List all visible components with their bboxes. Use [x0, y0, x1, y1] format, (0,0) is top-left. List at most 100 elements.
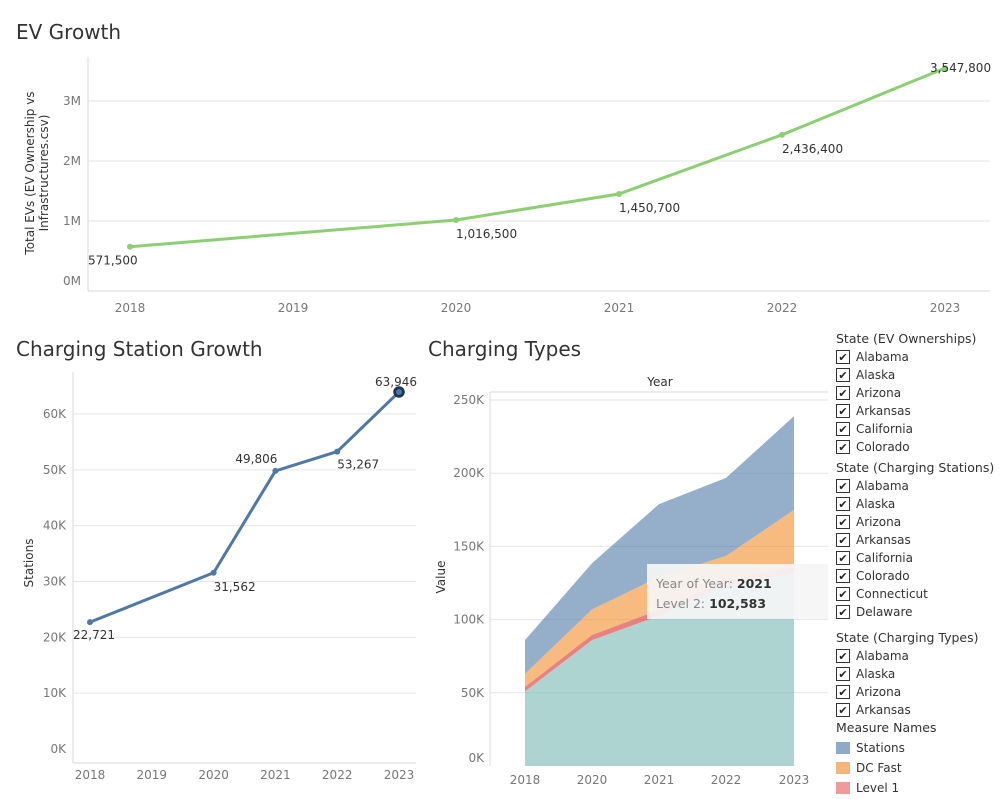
filter-item[interactable]: ✔ Alaska: [836, 366, 996, 384]
filter-item[interactable]: ✔ Arizona: [836, 384, 996, 402]
filter-item-label: California: [856, 422, 913, 436]
filter-item[interactable]: ✔ California: [836, 420, 996, 438]
y-tick-label: 40K: [43, 519, 67, 533]
tooltip: Year of Year: 2021 Level 2: 102,583: [647, 564, 828, 619]
ev-growth-title: EV Growth: [16, 20, 122, 44]
filter-item[interactable]: ✔ Arkansas: [836, 701, 996, 719]
filter-list[interactable]: ✔ Alabama ✔ Alaska ✔ Arizona ✔ Arkansas ✔ Califor…: [836, 477, 996, 623]
checkbox-checked-icon[interactable]: ✔: [836, 368, 850, 382]
filter-item[interactable]: ✔ California: [836, 549, 996, 567]
legend-item[interactable]: Level 1: [836, 778, 996, 798]
filter-item-label: Arizona: [856, 515, 902, 529]
ev-growth-line: [129, 66, 946, 249]
checkbox-checked-icon[interactable]: ✔: [836, 515, 850, 529]
filter-item-label: Alaska: [856, 667, 896, 681]
filter-item-label: Arizona: [856, 685, 902, 699]
filter-item-label: Alaska: [856, 368, 896, 382]
y-tick-label: 20K: [43, 630, 67, 644]
x-tick-label: 2022: [767, 301, 798, 315]
checkbox-checked-icon[interactable]: ✔: [836, 422, 850, 436]
legend-label: Level 1: [856, 781, 900, 795]
data-point: [616, 190, 622, 197]
x-tick-label: 2018: [75, 768, 106, 782]
filter-item[interactable]: ✔ Arizona: [836, 513, 996, 531]
x-tick-label: 2020: [577, 773, 608, 787]
data-point: [453, 217, 459, 224]
legend-label: Stations: [856, 741, 905, 755]
checkbox-checked-icon[interactable]: ✔: [836, 569, 850, 583]
x-tick-label: 2018: [115, 301, 146, 315]
checkbox-checked-icon[interactable]: ✔: [836, 350, 850, 364]
x-tick-label: 2021: [644, 773, 675, 787]
filter-title: State (Charging Stations): [836, 460, 995, 475]
checkbox-checked-icon[interactable]: ✔: [836, 551, 850, 565]
filter-item[interactable]: ✔ Delaware: [836, 603, 996, 621]
data-point: [87, 619, 93, 626]
filter-item[interactable]: ✔ Colorado: [836, 567, 996, 585]
checkbox-checked-icon[interactable]: ✔: [836, 703, 850, 717]
checkbox-checked-icon[interactable]: ✔: [836, 667, 850, 681]
legend-label: DC Fast: [856, 761, 902, 775]
legend-item[interactable]: Stations: [836, 738, 996, 758]
filter-item-label: Alaska: [856, 497, 896, 511]
level2-area: [525, 572, 794, 766]
filter-item-label: Colorado: [856, 569, 910, 583]
y-tick-label: 0K: [50, 742, 67, 756]
tooltip-level2-value: 102,583: [709, 596, 767, 611]
data-label: 63,946: [375, 375, 417, 389]
y-tick-label: 60K: [43, 407, 67, 421]
checkbox-checked-icon[interactable]: ✔: [836, 533, 850, 547]
checkbox-checked-icon[interactable]: ✔: [836, 605, 850, 619]
filter-item[interactable]: ✔ Alaska: [836, 495, 996, 513]
selected-data-point-inner: [396, 388, 402, 395]
legend-swatch: [836, 742, 850, 754]
legend-swatch: [836, 762, 850, 774]
y-tick-label: 30K: [43, 575, 67, 589]
filter-item-label: Alabama: [856, 350, 909, 364]
checkbox-checked-icon[interactable]: ✔: [836, 497, 850, 511]
filter-charging-types: State (Charging Types) ✔ Alabama ✔ Alaska ✔ A…: [836, 630, 996, 723]
x-tick-label: 2018: [510, 773, 541, 787]
y-tick-label: 3M: [63, 94, 81, 108]
data-label: 22,721: [73, 628, 115, 642]
x-tick-label: 2022: [322, 768, 353, 782]
legend-list: Stations DC Fast Level 1: [836, 738, 996, 798]
x-tick-label: 2022: [711, 773, 742, 787]
x-tick-label: 2019: [137, 768, 168, 782]
filter-item[interactable]: ✔ Connecticut: [836, 585, 996, 603]
filter-item[interactable]: ✔ Alabama: [836, 477, 996, 495]
legend-item[interactable]: DC Fast: [836, 758, 996, 778]
filter-item[interactable]: ✔ Alaska: [836, 665, 996, 683]
checkbox-checked-icon[interactable]: ✔: [836, 404, 850, 418]
checkbox-checked-icon[interactable]: ✔: [836, 440, 850, 454]
filter-item[interactable]: ✔ Arkansas: [836, 402, 996, 420]
filter-list[interactable]: ✔ Alabama ✔ Alaska ✔ Arizona ✔ Arkansas ✔ Califor…: [836, 348, 996, 466]
filter-item[interactable]: ✔ Arkansas: [836, 531, 996, 549]
checkbox-checked-icon[interactable]: ✔: [836, 685, 850, 699]
tooltip-year-key: Year of Year:: [656, 576, 733, 591]
filter-item[interactable]: ✔ Arizona: [836, 683, 996, 701]
y-tick-label: 10K: [43, 686, 67, 700]
x-tick-label: 2021: [260, 768, 291, 782]
checkbox-checked-icon[interactable]: ✔: [836, 587, 850, 601]
y-tick-label: 250K: [453, 393, 485, 407]
y-axis-title: Total EVs (EV Ownership vsInfrastructure…: [23, 91, 51, 255]
checkbox-checked-icon[interactable]: ✔: [836, 479, 850, 493]
tooltip-level2-key: Level 2:: [656, 596, 706, 611]
filter-title: State (Charging Types): [836, 630, 979, 645]
legend-swatch: [836, 782, 850, 794]
data-label: 3,547,800: [930, 61, 991, 75]
y-axis-title: Value: [434, 561, 448, 594]
filter-item[interactable]: ✔ Alabama: [836, 348, 996, 366]
filter-item-label: Arkansas: [856, 404, 911, 418]
filter-item[interactable]: ✔ Alabama: [836, 647, 996, 665]
tooltip-year-value: 2021: [736, 576, 772, 591]
filter-list[interactable]: ✔ Alabama ✔ Alaska ✔ Arizona ✔ Arkansas: [836, 647, 996, 723]
y-tick-label: 1M: [63, 214, 81, 228]
y-tick-label: 200K: [453, 466, 485, 480]
checkbox-checked-icon[interactable]: ✔: [836, 649, 850, 663]
filter-item-label: Arizona: [856, 386, 902, 400]
filter-item[interactable]: ✔ Colorado: [836, 438, 996, 456]
checkbox-checked-icon[interactable]: ✔: [836, 386, 850, 400]
measure-names-legend: Measure Names Stations DC Fast Level 1: [836, 720, 996, 799]
